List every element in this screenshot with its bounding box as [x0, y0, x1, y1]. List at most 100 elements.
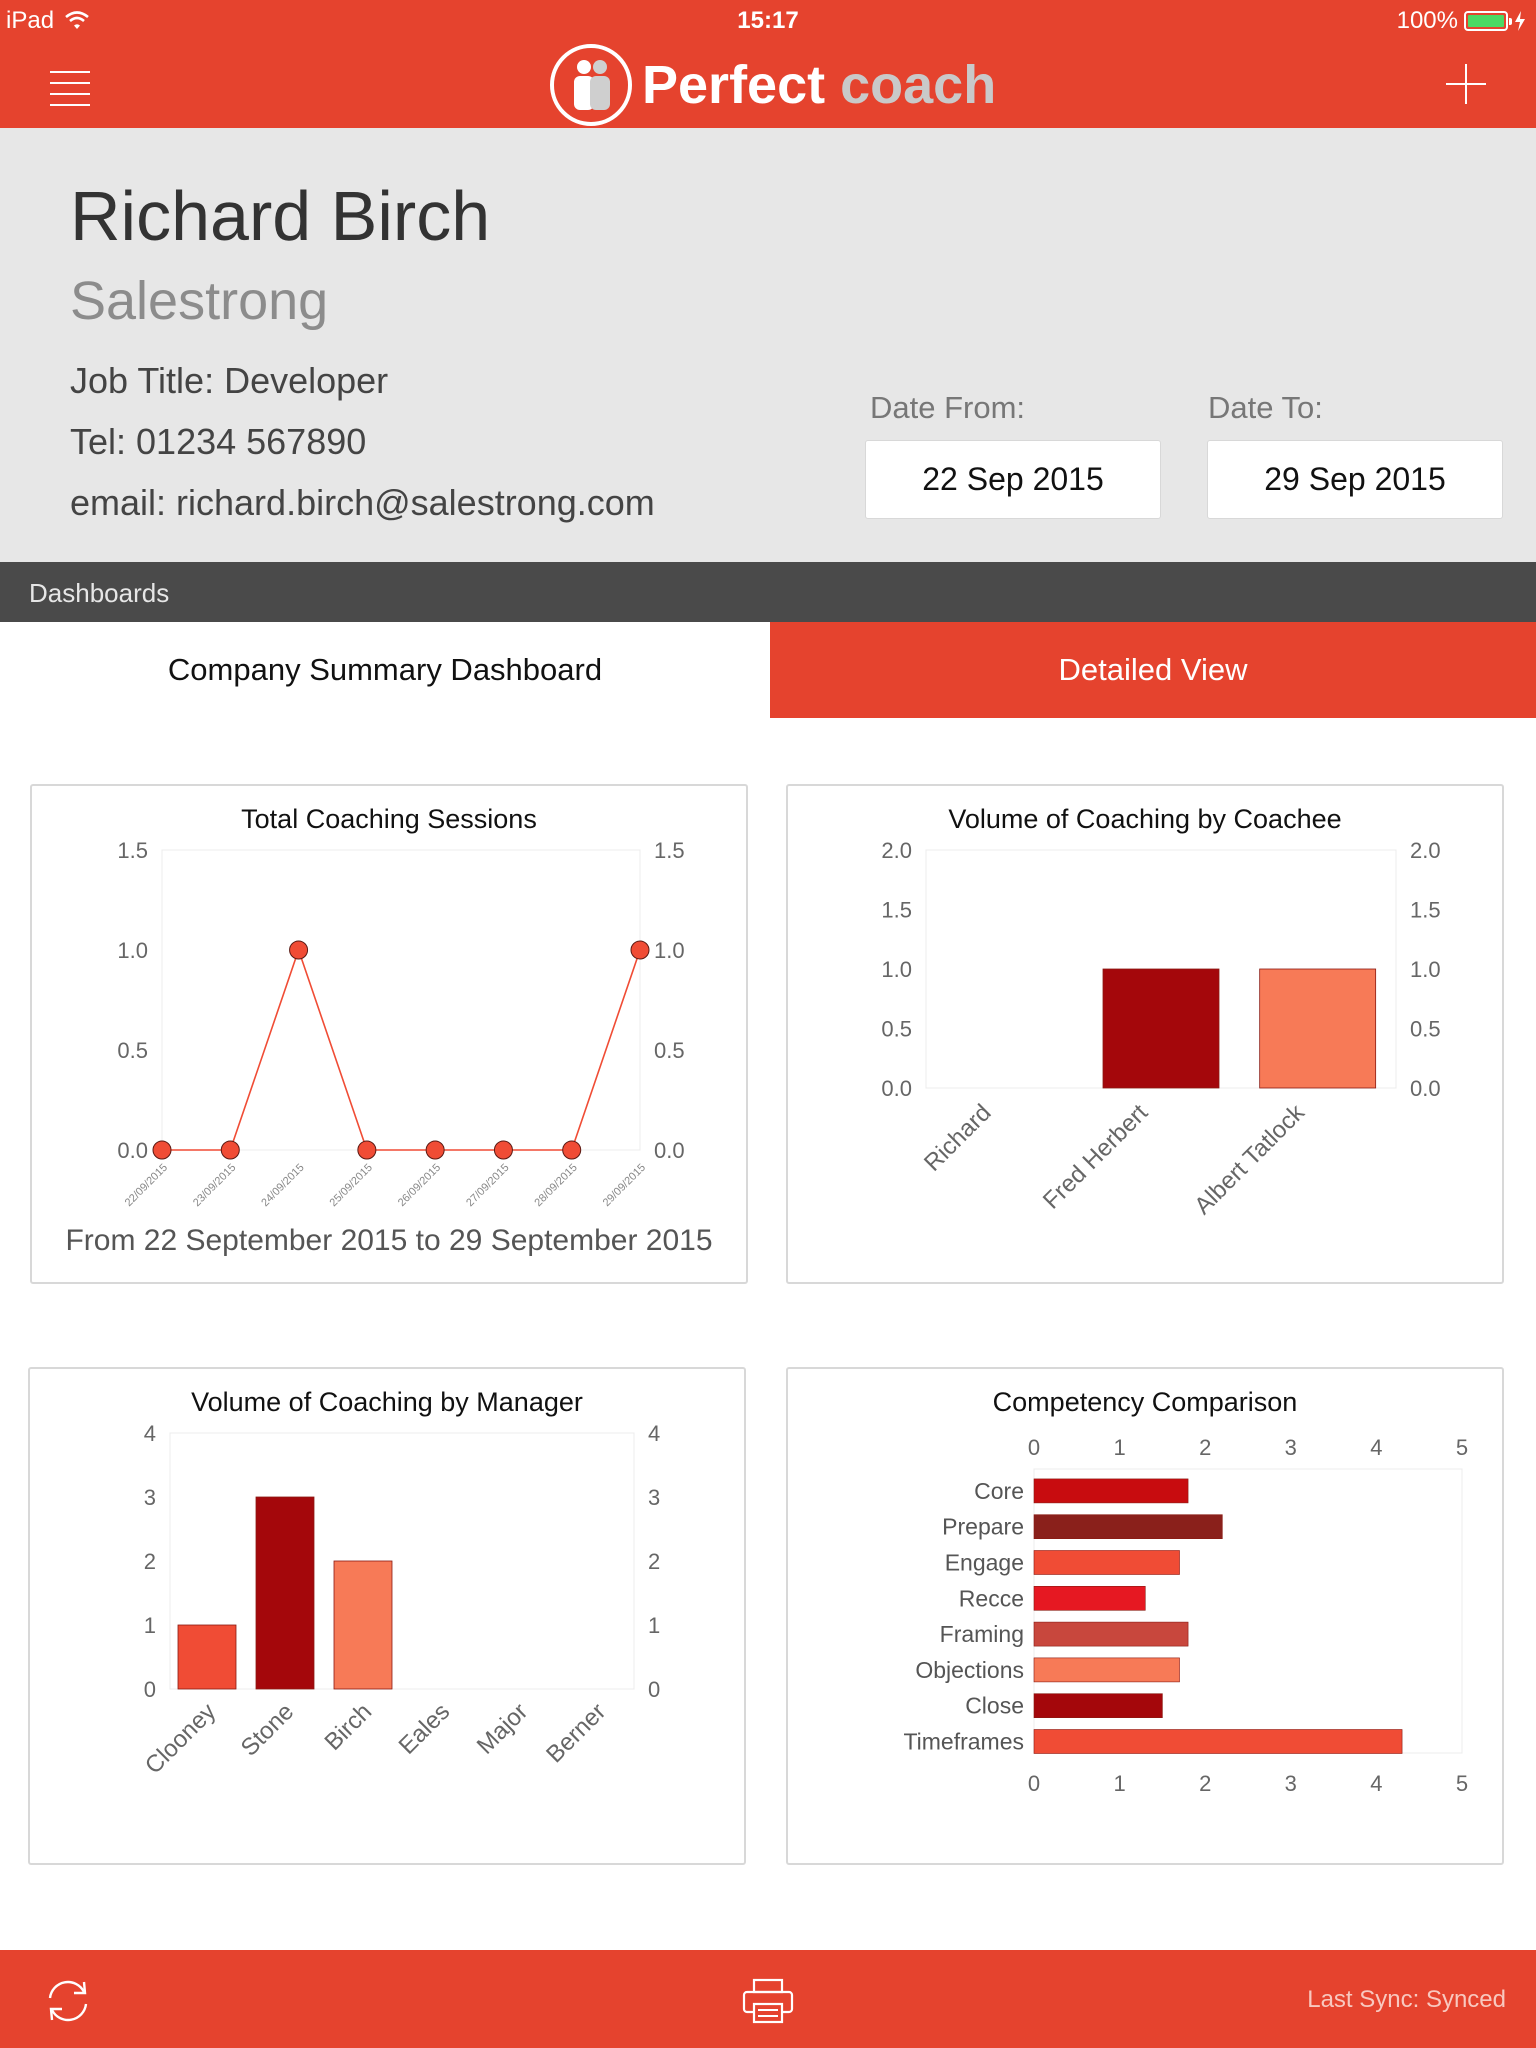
y-tick-label-right: 1.0 [654, 938, 685, 963]
hamburger-icon-line [50, 93, 90, 95]
y-tick-label-left: 2.0 [881, 838, 912, 863]
bar [1033, 1478, 1189, 1504]
sync-icon [48, 1980, 88, 2022]
print-button[interactable] [738, 1976, 798, 2026]
menu-button[interactable] [44, 62, 94, 106]
sync-status: Last Sync: Synced [1307, 1986, 1506, 2013]
data-point [630, 940, 650, 960]
status-right: 100% [1397, 7, 1526, 35]
chart-card-manager: Volume of Coaching by Manager 0 0 1 1 2 2 3 3 4 4… [28, 1367, 746, 1865]
competency-bar-chart: 0 0 1 1 2 2 3 3 4 4 5 5 Core Prepare Engage Recce Framin… [903, 1435, 1468, 1796]
y-tick-label-right: 3 [648, 1485, 660, 1510]
x-tick-label: 26/09/2015 [396, 1162, 443, 1209]
x-tick-label: 22/09/2015 [123, 1162, 170, 1209]
y-tick-label-right: 4 [648, 1421, 660, 1446]
x-tick-label-bottom: 1 [1113, 1771, 1125, 1796]
x-tick-label-bottom: 5 [1456, 1771, 1468, 1796]
x-tick-label-top: 2 [1199, 1435, 1211, 1460]
printer-icon [742, 1978, 794, 2024]
x-tick-label: 24/09/2015 [259, 1162, 306, 1209]
y-tick-label-right: 1.5 [654, 838, 685, 863]
footer-bar: Last Sync: Synced [0, 1950, 1536, 2048]
data-point [562, 1140, 582, 1160]
nav-bar: Perfect coach [0, 40, 1536, 128]
data-point [425, 1140, 445, 1160]
plot-area [161, 849, 641, 1151]
y-tick-label-right: 0.0 [1410, 1076, 1441, 1101]
data-point [289, 940, 309, 960]
company-name: Salestrong [70, 271, 329, 331]
x-tick-label: 29/09/2015 [601, 1162, 648, 1209]
chart-card-competency: Competency Comparison 0 0 1 1 2 2 3 3 4 4 5 5 Core Pr… [786, 1367, 1504, 1865]
dashboards-header: Dashboards [0, 562, 1536, 622]
y-tick-label-right: 0 [648, 1677, 660, 1702]
chart-title: Competency Comparison [992, 1387, 1298, 1417]
y-tick-label-right: 1.0 [1410, 957, 1441, 982]
add-button[interactable] [1446, 64, 1486, 104]
y-category-label: Objections [915, 1657, 1024, 1683]
x-tick-label: 28/09/2015 [532, 1162, 579, 1209]
brand-word-coach: coach [840, 55, 997, 115]
x-tick-label: Albert Tatlock [1189, 1098, 1310, 1219]
chart-card-coachee: Volume of Coaching by Coachee 0.0 0.0 0.5 0… [786, 784, 1504, 1284]
data-point [357, 1140, 377, 1160]
battery-icon [1464, 11, 1512, 31]
tab-detailed-view[interactable]: Detailed View [770, 622, 1536, 718]
data-point [220, 1140, 240, 1160]
y-tick-label-left: 4 [144, 1421, 156, 1446]
chart-title: Total Coaching Sessions [241, 804, 537, 834]
x-tick-label-top: 3 [1285, 1435, 1297, 1460]
x-tick-label: Major [472, 1698, 534, 1760]
y-tick-label-right: 0.5 [1410, 1017, 1441, 1042]
brand-name: Perfect coach [642, 54, 996, 116]
y-tick-label-right: 2 [648, 1549, 660, 1574]
chart-date-range: From 22 September 2015 to 29 September 2… [65, 1224, 713, 1257]
y-tick-label-left: 1.5 [117, 838, 148, 863]
job-title: Job Title: Developer [70, 360, 389, 401]
y-tick-label-left: 0.0 [117, 1138, 148, 1163]
bar [1033, 1729, 1403, 1754]
series-line [162, 947, 641, 1151]
tab-company-summary[interactable]: Company Summary Dashboard [0, 622, 770, 718]
x-tick-label: Stone [236, 1698, 299, 1761]
x-tick-label: 27/09/2015 [464, 1162, 511, 1209]
y-tick-label-left: 3 [144, 1485, 156, 1510]
bar [1033, 1657, 1180, 1683]
sessions-line-chart: 0.0 0.0 0.5 0.5 1.0 1.0 1.5 1.5 22/09/2015 23/09/… [117, 838, 685, 1209]
bar [1033, 1514, 1223, 1539]
x-tick-label: 23/09/2015 [191, 1162, 238, 1209]
x-tick-label-top: 4 [1370, 1435, 1382, 1460]
chart-title: Volume of Coaching by Manager [191, 1387, 583, 1417]
data-point [152, 1140, 172, 1160]
status-left: iPad [6, 7, 90, 35]
charging-icon [1515, 11, 1525, 31]
y-tick-label-left: 1 [144, 1613, 156, 1638]
y-tick-label-right: 0.0 [654, 1138, 685, 1163]
y-tick-label-right: 0.5 [654, 1038, 685, 1063]
sync-button[interactable] [40, 1976, 96, 2026]
x-tick-label: Birch [319, 1698, 377, 1756]
data-point [493, 1140, 513, 1160]
battery-percent: 100% [1396, 7, 1458, 34]
y-category-label: Close [965, 1693, 1024, 1719]
app-logo: Perfect coach [550, 44, 996, 126]
plot-area [169, 1432, 635, 1690]
x-tick-label-top: 0 [1028, 1435, 1040, 1460]
wifi-icon [65, 11, 89, 29]
email-address: email: richard.birch@salestrong.com [70, 482, 655, 523]
x-tick-label-top: 5 [1456, 1435, 1468, 1460]
date-to-field[interactable]: 29 Sep 2015 [1207, 440, 1503, 519]
x-tick-label: 25/09/2015 [328, 1162, 375, 1209]
battery-fill [1468, 15, 1504, 27]
y-tick-label-left: 2 [144, 1549, 156, 1574]
date-from-field[interactable]: 22 Sep 2015 [865, 440, 1161, 519]
x-tick-label: Richard [919, 1099, 997, 1177]
date-to-label: Date To: [1208, 390, 1323, 425]
x-tick-label: Clooney [140, 1698, 221, 1779]
y-category-label: Framing [940, 1621, 1024, 1647]
telephone: Tel: 01234 567890 [70, 421, 367, 462]
y-category-label: Prepare [942, 1514, 1024, 1540]
hamburger-icon-line [50, 82, 90, 84]
y-tick-label-left: 0.0 [881, 1076, 912, 1101]
clock: 15:17 [737, 7, 799, 34]
